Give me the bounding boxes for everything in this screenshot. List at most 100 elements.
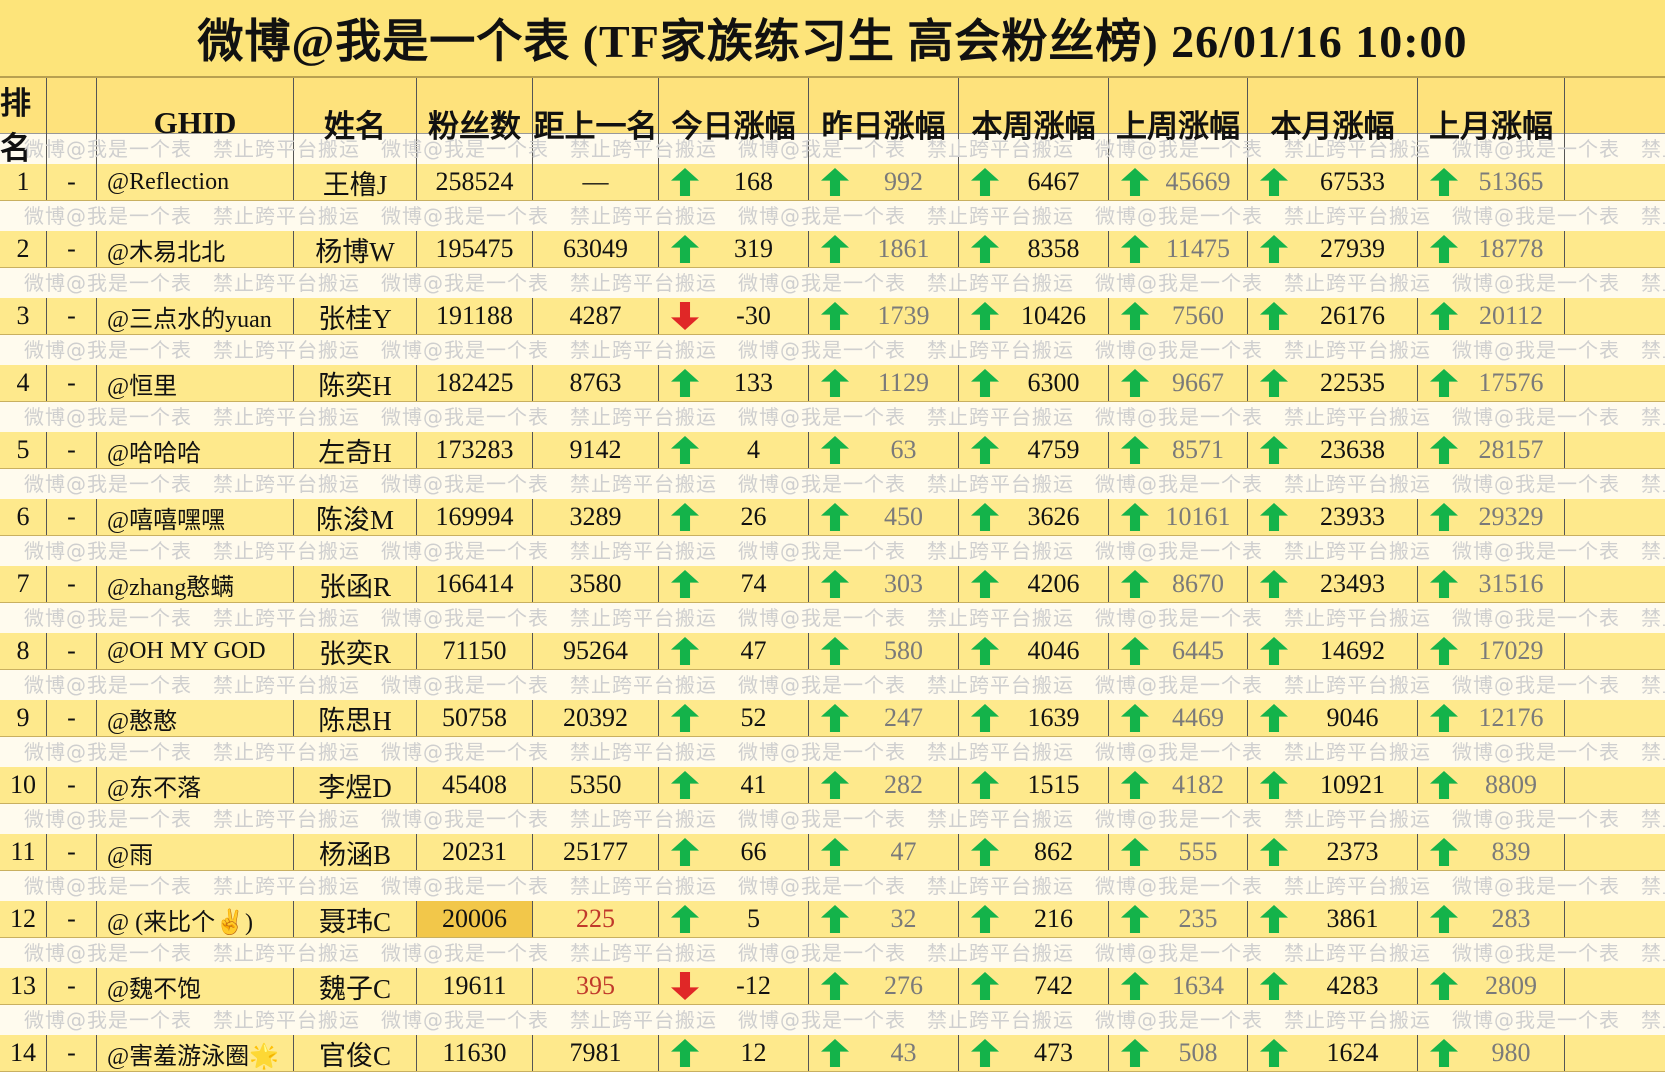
arrow-up-icon [971, 704, 999, 732]
arrow-up-icon [1430, 436, 1458, 464]
fans-cell: 169994 [417, 499, 533, 535]
change-value: 3626 [1027, 502, 1080, 531]
ghid-cell: @Reflection [97, 164, 294, 200]
change-value: 247 [884, 703, 923, 732]
trend-cell: - [47, 298, 97, 334]
change-value: 22535 [1320, 368, 1385, 397]
change-value: 67533 [1320, 167, 1385, 196]
ghid-cell: @哈哈哈 [97, 432, 294, 468]
arrow-up-icon [821, 235, 849, 263]
gap-cell: 395 [533, 968, 659, 1004]
arrow-up-icon [821, 168, 849, 196]
change-cell-today: 74 [659, 566, 809, 602]
change-cell-today: 4 [659, 432, 809, 468]
table-row: 3- @三点水的yuan 张桂Y 191188 4287 -30 1739 10426 7560… [0, 298, 1665, 335]
change-cell-yesterday: 303 [809, 566, 959, 602]
change-cell-today: 12 [659, 1035, 809, 1071]
arrow-up-icon [671, 1039, 699, 1067]
change-value: 1624 [1326, 1038, 1379, 1067]
change-value: 6467 [1027, 167, 1080, 196]
change-value: 47 [890, 837, 917, 866]
arrow-up-icon [671, 704, 699, 732]
rank-cell: 7 [0, 566, 47, 602]
arrow-up-icon [1260, 436, 1288, 464]
watermark-strip: 微博@我是一个表 禁止跨平台搬运 微博@我是一个表 禁止跨平台搬运 微博@我是一… [0, 536, 1665, 566]
change-value: 8358 [1027, 234, 1080, 263]
arrow-up-icon [971, 503, 999, 531]
arrow-up-icon [1121, 235, 1149, 263]
ghid-cell: @恒里 [97, 365, 294, 401]
arrow-up-icon [1430, 704, 1458, 732]
arrow-up-icon [671, 570, 699, 598]
change-cell-month: 23933 [1248, 499, 1418, 535]
watermark-strip: 微博@我是一个表 禁止跨平台搬运 微博@我是一个表 禁止跨平台搬运 微博@我是一… [0, 335, 1665, 365]
change-cell-week: 10426 [959, 298, 1109, 334]
rank-cell: 14 [0, 1035, 47, 1071]
fans-cell: 182425 [417, 365, 533, 401]
name-cell: 王橹J [294, 164, 417, 200]
change-cell-week: 742 [959, 968, 1109, 1004]
change-cell-today: 133 [659, 365, 809, 401]
change-value: 1129 [877, 368, 930, 397]
change-cell-month: 14692 [1248, 633, 1418, 669]
change-value: 10921 [1320, 770, 1385, 799]
arrow-up-icon [971, 905, 999, 933]
name-cell: 聂玮C [294, 901, 417, 937]
arrow-up-icon [1430, 1039, 1458, 1067]
change-value: 839 [1491, 837, 1531, 866]
change-cell-today: -30 [659, 298, 809, 334]
gap-cell: 63049 [533, 231, 659, 267]
page-title: 微博@我是一个表 (TF家族练习生 高会粉丝榜) 26/01/16 10:00 [0, 0, 1665, 78]
arrow-up-icon [671, 637, 699, 665]
arrow-up-icon [821, 302, 849, 330]
change-cell-last_week: 555 [1109, 834, 1248, 870]
change-value: 168 [734, 167, 773, 196]
arrow-up-icon [1260, 570, 1288, 598]
change-cell-last_month: 8809 [1418, 767, 1565, 803]
watermark-strip: 微博@我是一个表 禁止跨平台搬运 微博@我是一个表 禁止跨平台搬运 微博@我是一… [0, 402, 1665, 432]
table-row: 7- @zhang憨螨 张函R 166414 3580 74 303 4206 8670 2349… [0, 566, 1665, 603]
change-value: 5 [747, 904, 760, 933]
change-value: 555 [1178, 837, 1218, 866]
change-value: 32 [890, 904, 917, 933]
arrow-up-icon [671, 168, 699, 196]
change-cell-yesterday: 1739 [809, 298, 959, 334]
change-value: 1634 [1172, 971, 1224, 1000]
gap-cell: 8763 [533, 365, 659, 401]
change-cell-today: 52 [659, 700, 809, 736]
change-value: 63 [890, 435, 917, 464]
change-value: 1639 [1027, 703, 1080, 732]
change-cell-week: 3626 [959, 499, 1109, 535]
change-value: 235 [1178, 904, 1218, 933]
fans-cell: 173283 [417, 432, 533, 468]
change-value: 9667 [1172, 368, 1224, 397]
change-cell-week: 4046 [959, 633, 1109, 669]
change-value: 980 [1491, 1038, 1531, 1067]
change-cell-last_month: 17029 [1418, 633, 1565, 669]
rank-cell: 12 [0, 901, 47, 937]
change-value: 4182 [1172, 770, 1224, 799]
change-value: -30 [736, 301, 771, 330]
change-value: 216 [1034, 904, 1073, 933]
ghid-cell: @ (来比个✌️) [97, 901, 294, 937]
gap-cell: 3580 [533, 566, 659, 602]
change-value: 17576 [1478, 368, 1544, 397]
watermark-strip: 微博@我是一个表 禁止跨平台搬运 微博@我是一个表 禁止跨平台搬运 微博@我是一… [0, 1005, 1665, 1035]
arrow-up-icon [671, 369, 699, 397]
change-cell-yesterday: 32 [809, 901, 959, 937]
change-cell-week: 862 [959, 834, 1109, 870]
change-cell-last_week: 4182 [1109, 767, 1248, 803]
fans-cell: 11630 [417, 1035, 533, 1071]
gap-cell: 9142 [533, 432, 659, 468]
arrow-up-icon [1121, 369, 1149, 397]
change-value: 276 [884, 971, 923, 1000]
arrow-up-icon [1260, 302, 1288, 330]
arrow-up-icon [971, 570, 999, 598]
change-value: 3861 [1326, 904, 1379, 933]
arrow-up-icon [821, 838, 849, 866]
change-value: 6300 [1027, 368, 1080, 397]
arrow-up-icon [821, 704, 849, 732]
arrow-up-icon [1121, 771, 1149, 799]
trend-cell: - [47, 767, 97, 803]
arrow-up-icon [671, 838, 699, 866]
